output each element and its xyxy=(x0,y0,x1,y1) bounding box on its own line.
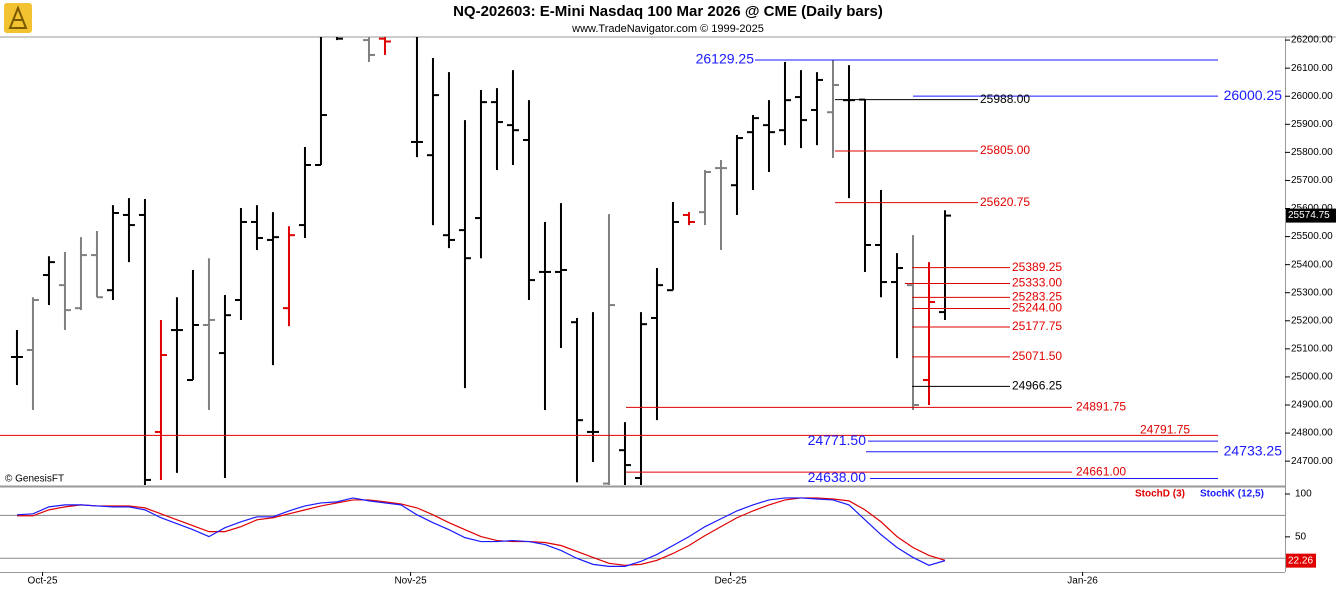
level-label: 25620.75 xyxy=(980,195,1030,209)
level-label: 25283.25 xyxy=(1012,290,1062,304)
y-tick-label: 25900.00 xyxy=(1291,119,1333,130)
x-tick-label: Dec-25 xyxy=(714,576,747,587)
x-tick-label: Nov-25 xyxy=(394,576,427,587)
level-label: 25805.00 xyxy=(980,143,1030,157)
y-tick-label: 25500.00 xyxy=(1291,231,1333,242)
level-label: 25389.25 xyxy=(1012,260,1062,274)
logo xyxy=(4,3,32,33)
x-tick-label: Jan-26 xyxy=(1067,576,1098,587)
level-label: 25333.00 xyxy=(1012,276,1062,290)
y-tick-label: 26100.00 xyxy=(1291,63,1333,74)
y-tick-label: 25800.00 xyxy=(1291,147,1333,158)
y-tick-label: 24700.00 xyxy=(1291,456,1333,467)
legend-entry: StochD (3) xyxy=(1135,489,1185,500)
stoch-line xyxy=(16,497,946,567)
price-plot xyxy=(10,37,951,485)
x-tick-label: Oct-25 xyxy=(28,576,58,587)
y-tick-label: 25000.00 xyxy=(1291,372,1333,383)
level-label: 24638.00 xyxy=(808,469,867,485)
level-label: 25988.00 xyxy=(980,92,1030,106)
stoch-line xyxy=(16,497,946,566)
level-label: 26000.25 xyxy=(1224,87,1283,103)
y-tick-label: 100 xyxy=(1295,489,1312,500)
chart-title: NQ-202603: E-Mini Nasdaq 100 Mar 2026 @ … xyxy=(453,3,883,20)
level-label: 25177.75 xyxy=(1012,319,1062,333)
y-tick-label: 25100.00 xyxy=(1291,344,1333,355)
y-tick-label: 25200.00 xyxy=(1291,315,1333,326)
last-value-box xyxy=(1286,553,1316,568)
legend-entry: StochK (12,5) xyxy=(1200,489,1264,500)
level-label: 24771.50 xyxy=(808,432,867,448)
level-label: 26129.25 xyxy=(696,51,755,67)
axes: 24700.00 24800.00 24900.00 25000.00 25100.00… xyxy=(0,35,1336,587)
y-tick-label: 50 xyxy=(1295,531,1307,542)
level-label: 25071.50 xyxy=(1012,349,1062,363)
y-tick-label: 25700.00 xyxy=(1291,175,1333,186)
level-label: 24733.25 xyxy=(1224,443,1283,459)
y-tick-label: 24900.00 xyxy=(1291,400,1333,411)
chart-subtitle: www.TradeNavigator.com © 1999-2025 xyxy=(571,23,764,35)
y-tick-label: 25400.00 xyxy=(1291,259,1333,270)
stoch-plot xyxy=(0,497,1285,567)
level-label: 25244.00 xyxy=(1012,301,1062,315)
level-label: 24661.00 xyxy=(1076,464,1126,478)
last-value-label: 22.26 xyxy=(1288,555,1313,566)
last-price-label: 25574.75 xyxy=(1288,210,1330,221)
copyright-note: © GenesisFT xyxy=(5,474,64,485)
level-label: 24891.75 xyxy=(1076,399,1126,413)
last-price-box xyxy=(1286,208,1336,223)
level-label: 24966.25 xyxy=(1012,379,1062,393)
y-tick-label: 25300.00 xyxy=(1291,287,1333,298)
y-tick-label: 26000.00 xyxy=(1291,91,1333,102)
level-label: 24791.75 xyxy=(1140,423,1190,437)
y-tick-label: 26200.00 xyxy=(1291,35,1333,46)
y-tick-label: 24800.00 xyxy=(1291,428,1333,439)
